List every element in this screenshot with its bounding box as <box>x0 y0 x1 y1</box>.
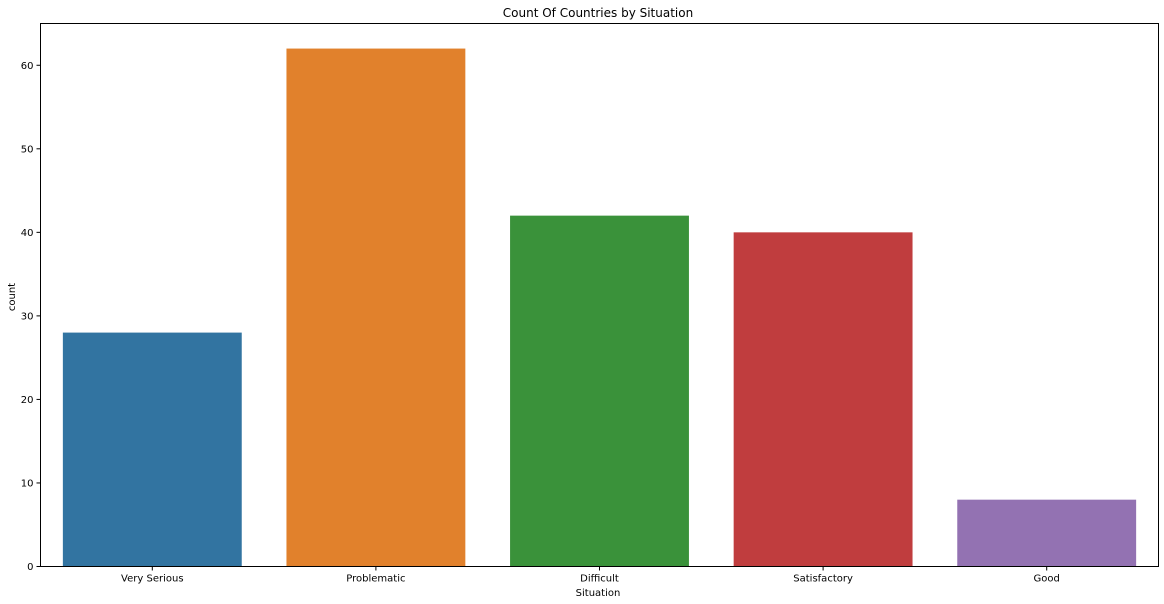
chart-title: Count Of Countries by Situation <box>503 6 693 20</box>
bar-difficult <box>510 215 689 567</box>
x-tick-label: Good <box>1034 574 1060 585</box>
y-tick-label: 0 <box>27 562 33 573</box>
bar-satisfactory <box>733 232 913 567</box>
x-tick-label: Problematic <box>346 574 405 585</box>
bar-very-serious <box>62 332 242 567</box>
y-tick-label: 20 <box>21 395 34 406</box>
x-axis-label: Situation <box>576 588 621 599</box>
x-tick-label: Difficult <box>580 574 619 585</box>
plot-frame <box>40 23 1159 567</box>
bar-problematic <box>286 48 466 567</box>
y-tick-label: 50 <box>21 144 34 155</box>
x-tick-label: Satisfactory <box>793 574 853 585</box>
y-tick-label: 10 <box>21 478 34 489</box>
x-axis-ticks: Very Serious Problematic Difficult Satisfac… <box>121 566 1060 585</box>
y-tick-label: 60 <box>21 61 34 72</box>
y-tick-label: 40 <box>21 228 34 239</box>
y-axis-ticks: 0 10 20 30 40 50 60 <box>21 61 41 573</box>
bar-good <box>957 499 1137 567</box>
y-axis-label: count <box>7 283 18 311</box>
bars-group <box>62 48 1137 567</box>
x-tick-label: Very Serious <box>121 574 183 585</box>
y-tick-label: 30 <box>21 311 34 322</box>
